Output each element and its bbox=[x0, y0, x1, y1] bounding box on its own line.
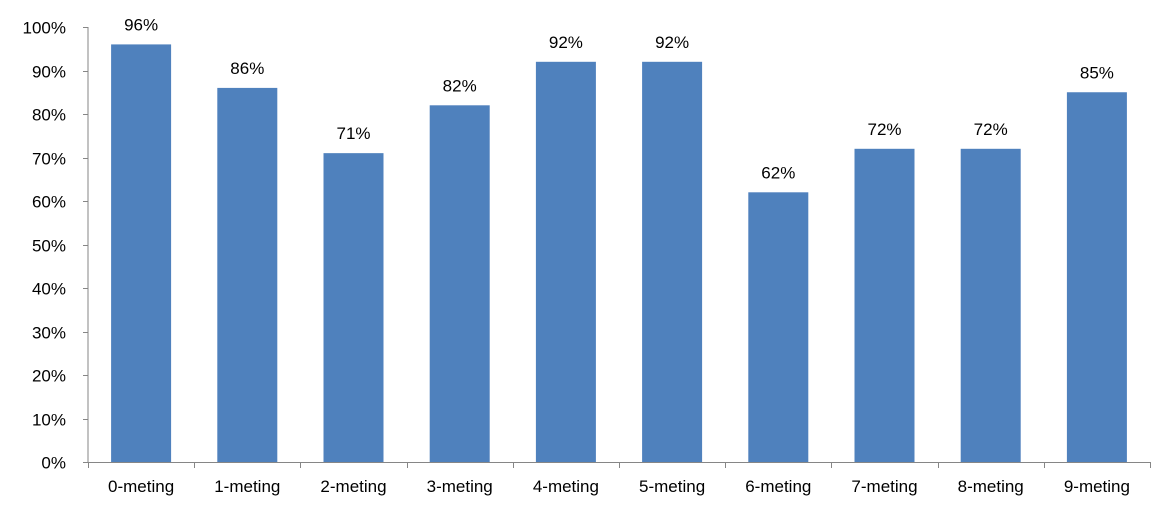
y-tick-label: 60% bbox=[32, 193, 66, 212]
data-label: 96% bbox=[124, 15, 158, 34]
y-tick-label: 30% bbox=[32, 324, 66, 343]
y-tick-label: 50% bbox=[32, 237, 66, 256]
data-label: 71% bbox=[336, 124, 370, 143]
bar-8-meting bbox=[960, 148, 1021, 463]
bar-2-meting bbox=[323, 153, 384, 462]
bar-0-meting bbox=[111, 44, 172, 463]
y-tick-label: 100% bbox=[23, 19, 66, 38]
x-tick-label: 1-meting bbox=[214, 477, 280, 496]
y-tick-label: 0% bbox=[41, 454, 66, 473]
data-label: 85% bbox=[1080, 63, 1114, 82]
x-tick-label: 6-meting bbox=[745, 477, 811, 496]
bar-6-meting bbox=[748, 192, 809, 463]
x-tick-label: 0-meting bbox=[108, 477, 174, 496]
bar-4-meting bbox=[535, 61, 596, 463]
x-tick-label: 8-meting bbox=[958, 477, 1024, 496]
bar-7-meting bbox=[854, 148, 915, 463]
y-tick-label: 80% bbox=[32, 106, 66, 125]
x-tick-label: 7-meting bbox=[851, 477, 917, 496]
bar-3-meting bbox=[429, 105, 490, 463]
x-axis: 0-meting 1-meting 2-meting 3-meting 4-meting… bbox=[88, 462, 1151, 496]
bars bbox=[111, 44, 1127, 463]
y-axis: 0% 10% 20% 30% 40% 50% 60% 70% 80% 90% 100% bbox=[23, 19, 89, 473]
data-label: 92% bbox=[655, 33, 689, 52]
data-label: 92% bbox=[549, 33, 583, 52]
y-tick-label: 90% bbox=[32, 63, 66, 82]
y-tick-label: 10% bbox=[32, 411, 66, 430]
bar-1-meting bbox=[217, 87, 278, 463]
bar-9-meting bbox=[1066, 92, 1127, 462]
data-label: 62% bbox=[761, 163, 795, 182]
data-label: 72% bbox=[974, 120, 1008, 139]
data-label: 72% bbox=[867, 120, 901, 139]
data-label: 82% bbox=[443, 76, 477, 95]
x-tick-label: 5-meting bbox=[639, 477, 705, 496]
y-tick-label: 70% bbox=[32, 150, 66, 169]
x-tick-label: 2-meting bbox=[320, 477, 386, 496]
bar-5-meting bbox=[642, 61, 703, 463]
y-tick-label: 20% bbox=[32, 367, 66, 386]
data-labels: 96% 86% 71% 82% 92% 92% 62% 72% 72% 85% bbox=[124, 15, 1114, 182]
y-tick-label: 40% bbox=[32, 280, 66, 299]
x-tick-label: 3-meting bbox=[427, 477, 493, 496]
data-label: 86% bbox=[230, 59, 264, 78]
x-tick-label: 4-meting bbox=[533, 477, 599, 496]
x-tick-label: 9-meting bbox=[1064, 477, 1130, 496]
